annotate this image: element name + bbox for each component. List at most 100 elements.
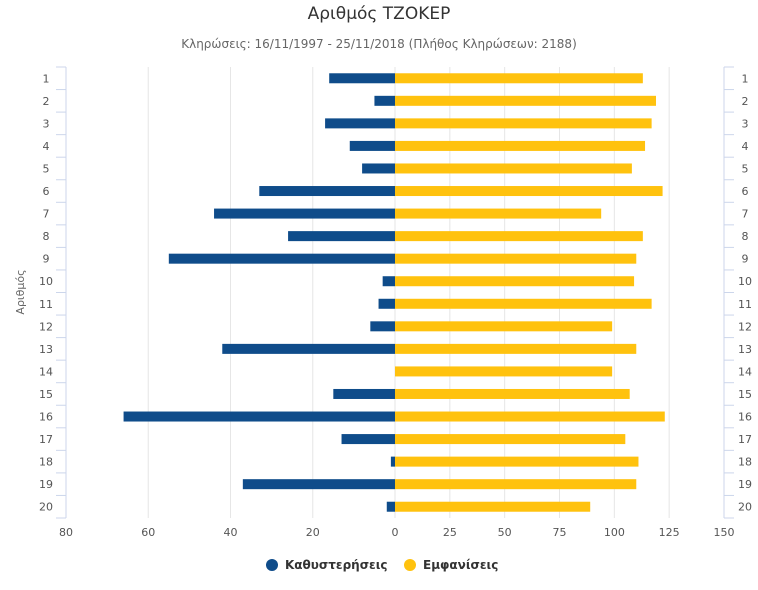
left-category-label-20: 20 xyxy=(39,501,53,514)
x-tick-right-75: 75 xyxy=(553,526,567,539)
right-category-label-9: 9 xyxy=(742,253,749,266)
bar-delays-1 xyxy=(329,73,395,84)
bar-delays-9 xyxy=(168,253,395,264)
bar-appearances-1 xyxy=(395,73,643,84)
bars xyxy=(123,73,665,512)
left-category-label-1: 1 xyxy=(43,72,50,85)
grid xyxy=(65,67,725,518)
bar-appearances-16 xyxy=(395,411,665,422)
y-axis-label: Αριθμός xyxy=(14,269,27,314)
right-category-label-10: 10 xyxy=(738,275,752,288)
left-category-label-6: 6 xyxy=(43,185,50,198)
bar-delays-6 xyxy=(259,186,395,197)
legend-marker-appearances xyxy=(404,559,416,571)
left-category-label-12: 12 xyxy=(39,320,53,333)
bar-delays-11 xyxy=(378,298,395,309)
right-category-label-19: 19 xyxy=(738,478,752,491)
right-category-label-3: 3 xyxy=(742,117,749,130)
right-category-label-18: 18 xyxy=(738,456,752,469)
left-category-label-14: 14 xyxy=(39,365,53,378)
bar-appearances-4 xyxy=(395,140,646,151)
x-tick-left-0: 0 xyxy=(392,526,399,539)
right-category-label-11: 11 xyxy=(738,298,752,311)
bar-delays-8 xyxy=(288,231,395,242)
bar-appearances-8 xyxy=(395,231,643,242)
right-category-label-20: 20 xyxy=(738,501,752,514)
right-category-label-16: 16 xyxy=(738,411,752,424)
bar-appearances-3 xyxy=(395,118,652,129)
bar-appearances-10 xyxy=(395,276,635,287)
chart-title: Αριθμός ΤΖΟΚΕΡ xyxy=(308,4,451,24)
legend-item-appearances[interactable]: Εμφανίσεις xyxy=(404,558,498,572)
bar-appearances-11 xyxy=(395,298,652,309)
legend-marker-delays xyxy=(266,559,278,571)
bar-appearances-2 xyxy=(395,95,657,106)
bar-appearances-5 xyxy=(395,163,632,174)
bar-delays-12 xyxy=(370,321,395,332)
right-category-label-13: 13 xyxy=(738,343,752,356)
bar-appearances-17 xyxy=(395,434,626,445)
bar-appearances-7 xyxy=(395,208,602,219)
x-tick-right-100: 100 xyxy=(604,526,625,539)
right-category-label-7: 7 xyxy=(742,208,749,221)
left-category-label-13: 13 xyxy=(39,343,53,356)
bar-appearances-15 xyxy=(395,388,630,399)
bar-delays-20 xyxy=(386,501,395,512)
legend-label-appearances: Εμφανίσεις xyxy=(423,558,498,572)
x-tick-left-20: 20 xyxy=(306,526,320,539)
bar-delays-5 xyxy=(362,163,395,174)
legend-label-delays: Καθυστερήσεις xyxy=(285,558,388,572)
x-tick-left-80: 80 xyxy=(59,526,73,539)
bar-delays-16 xyxy=(123,411,395,422)
bar-appearances-9 xyxy=(395,253,637,264)
right-category-label-1: 1 xyxy=(742,72,749,85)
bar-delays-10 xyxy=(382,276,395,287)
left-category-label-4: 4 xyxy=(43,140,50,153)
bar-delays-17 xyxy=(341,434,395,445)
right-category-label-15: 15 xyxy=(738,388,752,401)
left-category-label-2: 2 xyxy=(43,95,50,108)
right-category-label-2: 2 xyxy=(742,95,749,108)
bar-delays-19 xyxy=(242,479,395,490)
bar-appearances-18 xyxy=(395,456,639,467)
bar-appearances-13 xyxy=(395,343,637,354)
left-category-label-8: 8 xyxy=(43,230,50,243)
left-category-label-15: 15 xyxy=(39,388,53,401)
x-tick-right-125: 125 xyxy=(659,526,680,539)
left-category-label-16: 16 xyxy=(39,411,53,424)
right-category-label-5: 5 xyxy=(742,162,749,175)
bar-appearances-12 xyxy=(395,321,613,332)
bar-delays-7 xyxy=(214,208,395,219)
right-category-label-4: 4 xyxy=(742,140,749,153)
legend-item-delays[interactable]: Καθυστερήσεις xyxy=(266,558,388,572)
bar-appearances-20 xyxy=(395,501,591,512)
bar-delays-4 xyxy=(349,140,395,151)
bar-appearances-19 xyxy=(395,479,637,490)
x-tick-left-40: 40 xyxy=(224,526,238,539)
bar-delays-3 xyxy=(325,118,395,129)
bar-delays-13 xyxy=(222,343,395,354)
right-category-label-14: 14 xyxy=(738,365,752,378)
bar-delays-18 xyxy=(390,456,395,467)
right-category-label-6: 6 xyxy=(742,185,749,198)
bar-appearances-6 xyxy=(395,186,663,197)
bar-delays-2 xyxy=(374,95,395,106)
bar-delays-15 xyxy=(333,388,395,399)
bar-appearances-14 xyxy=(395,366,613,377)
left-category-label-3: 3 xyxy=(43,117,50,130)
chart-subtitle: Κληρώσεις: 16/11/1997 - 25/11/2018 (Πλήθ… xyxy=(181,37,577,51)
right-category-label-17: 17 xyxy=(738,433,752,446)
left-category-label-19: 19 xyxy=(39,478,53,491)
left-category-label-7: 7 xyxy=(43,208,50,221)
right-category-label-8: 8 xyxy=(742,230,749,243)
right-category-label-12: 12 xyxy=(738,320,752,333)
left-category-label-17: 17 xyxy=(39,433,53,446)
legend: Καθυστερήσεις Εμφανίσεις xyxy=(266,558,498,572)
x-tick-right-25: 25 xyxy=(443,526,457,539)
x-tick-right-50: 50 xyxy=(498,526,512,539)
left-category-label-10: 10 xyxy=(39,275,53,288)
left-category-label-18: 18 xyxy=(39,456,53,469)
x-tick-left-60: 60 xyxy=(141,526,155,539)
